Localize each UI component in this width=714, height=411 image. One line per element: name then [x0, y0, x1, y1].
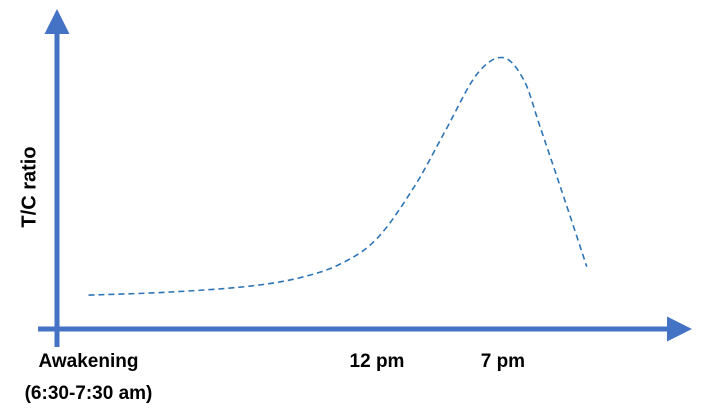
x-tick-label: 7 pm — [481, 351, 525, 372]
x-tick-label: 12 pm — [350, 351, 405, 372]
y-axis-title: T/C ratio — [18, 146, 40, 227]
series-layer — [88, 56, 588, 296]
x-tick-label: Awakening (6:30-7:30 am) — [25, 351, 153, 404]
x-tick-labels: Awakening (6:30-7:30 am) 12 pm 7 pm — [25, 351, 525, 404]
series-line-0 — [88, 56, 588, 296]
